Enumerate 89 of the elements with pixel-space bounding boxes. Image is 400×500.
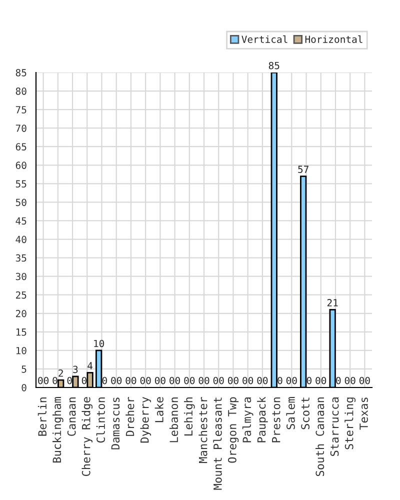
x-tick-label: Buckingham [52, 397, 64, 463]
data-label: 0 [116, 376, 122, 384]
x-tick-label: Scott [301, 398, 310, 430]
data-label: 0 [190, 376, 195, 384]
data-label: 0 [365, 376, 370, 384]
x-tick-label: Lake [154, 397, 164, 422]
x-tick-label: Texas [360, 398, 368, 430]
data-label: 0 [140, 376, 145, 384]
x-tick-label: Salem [286, 397, 295, 430]
data-label: 0 [67, 376, 72, 384]
x-tick-label: Palmyra [242, 397, 254, 442]
y-tick-label: 35 [16, 254, 26, 262]
y-tick-label: 80 [16, 88, 26, 95]
data-label: 0 [38, 376, 43, 384]
data-label: 4 [88, 362, 93, 370]
data-label: 0 [204, 376, 210, 384]
legend-label: Horizontal [305, 35, 362, 43]
y-tick-label: 70 [16, 124, 26, 132]
y-tick-label: 15 [16, 328, 26, 336]
data-label: 57 [298, 166, 308, 173]
y-tick-label: 0 [22, 384, 26, 392]
data-label: 0 [359, 376, 364, 384]
data-label: 0 [336, 376, 341, 384]
x-tick-label: Cherry Ridge [82, 397, 93, 476]
data-label: 0 [82, 376, 87, 384]
x-tick-label: Damascus [111, 398, 120, 450]
data-label: 0 [154, 376, 160, 384]
y-tick-label: 60 [16, 162, 26, 170]
x-tick-label: South Canaan [316, 398, 324, 476]
x-tick-label: Lebanon [169, 398, 178, 442]
y-tick-label: 55 [16, 180, 26, 188]
data-label: 0 [184, 376, 189, 384]
data-label: 0 [316, 376, 320, 384]
data-label: 0 [213, 376, 218, 384]
x-tick-label: Dyberry [140, 396, 151, 443]
data-label: 0 [242, 376, 248, 384]
data-label: 0 [52, 376, 58, 384]
data-label: 0 [234, 376, 238, 384]
data-label: 2 [58, 369, 63, 377]
data-label: 0 [350, 376, 356, 384]
x-tick-label: Oregon Twp [228, 397, 239, 463]
x-tick-label: Berlin [38, 398, 47, 436]
y-tick-label: 40 [16, 236, 26, 244]
x-tick-label: Starrucca [330, 397, 339, 456]
data-label: 0 [175, 376, 180, 384]
x-tick-label: Canaan [67, 398, 76, 436]
y-tick-label: 75 [16, 106, 26, 114]
data-label: 10 [94, 340, 104, 348]
data-label: 0 [248, 376, 254, 384]
y-tick-label: 25 [16, 291, 26, 299]
x-tick-label: Dreher [126, 396, 134, 436]
data-label: 85 [268, 62, 280, 70]
x-tick-label: Sterling [344, 398, 356, 450]
data-label: 0 [344, 376, 350, 384]
data-label: 0 [278, 376, 282, 384]
data-label: 3 [73, 366, 78, 374]
data-label: 0 [126, 376, 130, 384]
x-tick-label: Manchester [198, 396, 208, 463]
data-label: 0 [102, 376, 107, 384]
data-label: 0 [286, 376, 292, 384]
data-label: 0 [160, 376, 166, 384]
y-tick-label: 85 [16, 69, 26, 76]
data-label: 0 [198, 376, 204, 384]
y-tick-label: 65 [16, 143, 26, 150]
data-label: 0 [219, 376, 224, 384]
data-label: 0 [132, 376, 136, 384]
x-tick-label: Paupack [257, 396, 268, 442]
data-label: 0 [44, 376, 49, 384]
data-label: 0 [170, 376, 174, 384]
x-tick-label: Clinton [96, 398, 105, 443]
y-tick-label: 10 [16, 346, 26, 354]
x-tick-label: Mount Pleasant [213, 398, 222, 490]
data-label: 0 [263, 376, 268, 384]
data-label: 21 [327, 299, 338, 306]
y-tick-label: 20 [16, 310, 26, 318]
y-tick-label: 45 [16, 217, 26, 225]
data-label: 0 [321, 376, 326, 384]
x-tick-label: Preston [272, 398, 280, 442]
y-tick-label: 50 [16, 198, 26, 206]
data-label: 0 [146, 376, 151, 384]
data-label: 0 [292, 376, 297, 384]
data-label: 0 [228, 376, 233, 384]
data-label: 0 [257, 376, 262, 384]
data-label: 0 [306, 376, 312, 384]
x-tick-label: Lehigh [184, 398, 195, 436]
y-tick-label: 5 [22, 366, 26, 373]
data-label: 0 [111, 376, 116, 384]
y-tick-label: 30 [16, 272, 26, 280]
legend-label: Vertical [242, 35, 288, 43]
